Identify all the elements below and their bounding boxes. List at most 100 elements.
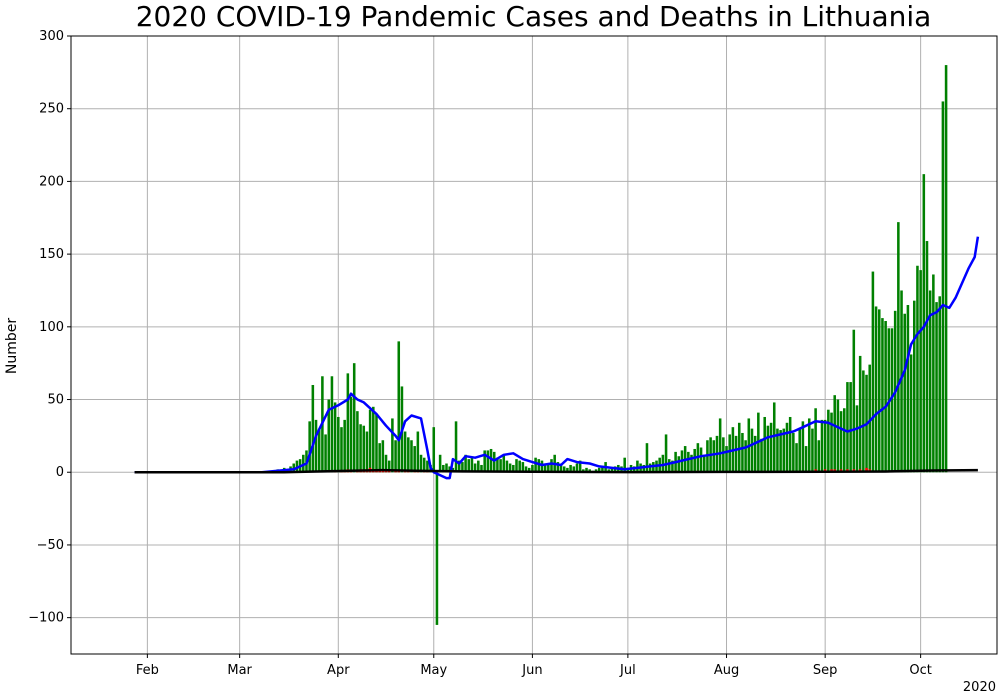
cases-bar [324, 434, 327, 473]
cases-bar [801, 421, 805, 473]
cases-bar [636, 460, 639, 473]
cases-bar [457, 460, 461, 473]
cases-bar [836, 399, 840, 473]
cases-bar [827, 409, 830, 473]
cases-bar [585, 467, 588, 473]
cases-bar [900, 290, 903, 473]
cases-bar [407, 437, 410, 473]
cases-bar [302, 454, 305, 473]
cases-bar [397, 341, 401, 473]
cases-bar [387, 460, 391, 473]
cases-bar [426, 460, 429, 473]
cases-bar [531, 464, 534, 473]
cases-bar [852, 329, 856, 473]
x-tick-label: Oct [909, 663, 931, 678]
cases-bar [833, 395, 836, 473]
cases-bar [741, 432, 744, 473]
cases-bar [792, 432, 795, 473]
cases-bar [384, 454, 388, 473]
cases-bar [846, 382, 849, 473]
cases-bar [648, 463, 652, 473]
cases-bar [868, 364, 871, 473]
cases-bar [403, 431, 407, 473]
cases-bar [677, 456, 681, 473]
cases-bar [932, 274, 935, 473]
cases-bar [712, 440, 716, 473]
cases-bar [645, 443, 649, 473]
cases-bar [375, 414, 378, 473]
y-tick-label: 100 [39, 320, 64, 335]
cases-bar [687, 451, 690, 473]
cases-bar [343, 419, 346, 473]
cases-bar [779, 430, 782, 473]
cases-bar [578, 460, 582, 473]
deaths-bar [375, 470, 378, 473]
cases-bar [785, 422, 789, 473]
cases-bar [725, 446, 728, 473]
cases-bar [359, 424, 362, 473]
cases-bar [461, 462, 464, 473]
deaths-bar [865, 467, 868, 473]
cases-bar [438, 454, 442, 473]
cases-bar [547, 464, 550, 473]
cases-bar [480, 464, 483, 473]
cases-bar [349, 396, 353, 473]
cases-bar [512, 464, 515, 473]
cases-bar [352, 363, 356, 473]
cases-bar [473, 463, 477, 473]
cases-bar [881, 318, 884, 473]
cases-bar [410, 440, 413, 473]
deaths-bar [387, 470, 391, 473]
cases-bar [413, 446, 416, 473]
chart-title: 2020 COVID-19 Pandemic Cases and Deaths … [135, 0, 932, 33]
cases-bar [811, 428, 814, 473]
cases-bar [769, 422, 773, 473]
cases-bar [642, 464, 646, 473]
cases-bar [550, 459, 553, 473]
grid-layer [71, 35, 997, 654]
cases-bar [543, 463, 547, 473]
cases-bar [340, 427, 343, 473]
y-tick-label: −50 [37, 538, 64, 553]
y-tick-label: 300 [39, 29, 64, 44]
cases-bar [505, 460, 509, 473]
y-tick-label: 50 [47, 393, 64, 408]
cases-bar [760, 438, 763, 473]
cases-bar [562, 466, 566, 473]
cases-bar [330, 376, 334, 473]
cases-bar [559, 463, 563, 473]
cases-bar [356, 411, 359, 473]
deaths-average-line [134, 468, 978, 474]
cases-bar [607, 469, 611, 473]
cases-bar [416, 431, 420, 473]
cases-bar [690, 454, 693, 473]
cases-bar [372, 406, 375, 473]
cases-bar [782, 428, 786, 473]
cases-bar [572, 466, 576, 473]
cases-bar [566, 467, 569, 473]
cases-bar [556, 462, 560, 473]
cases-bar [744, 440, 747, 473]
cases-bar [728, 434, 731, 473]
cases-bar [862, 370, 865, 473]
x-tick-label: Mar [227, 663, 252, 678]
cases-bar [906, 305, 910, 473]
cases-bar [489, 448, 493, 473]
cases-bar [928, 290, 932, 473]
cases-bar [938, 296, 941, 473]
cases-bar [368, 409, 372, 473]
cases-bar [527, 467, 531, 473]
cases-bar [394, 440, 397, 473]
cases-bar [919, 270, 922, 473]
cases-bar [839, 411, 843, 473]
cases-average-line [134, 236, 980, 480]
cases-bar [454, 421, 458, 473]
cases-bar [464, 454, 467, 473]
cases-bar [524, 466, 528, 473]
x-tick-label: Jul [619, 663, 636, 678]
cases-bar [922, 174, 926, 473]
cases-bar [295, 460, 299, 473]
cases-bar [763, 416, 766, 473]
cases-bar [337, 416, 340, 473]
